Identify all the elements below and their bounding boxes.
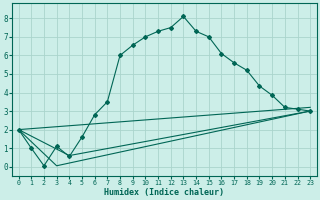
X-axis label: Humidex (Indice chaleur): Humidex (Indice chaleur) <box>104 188 224 197</box>
